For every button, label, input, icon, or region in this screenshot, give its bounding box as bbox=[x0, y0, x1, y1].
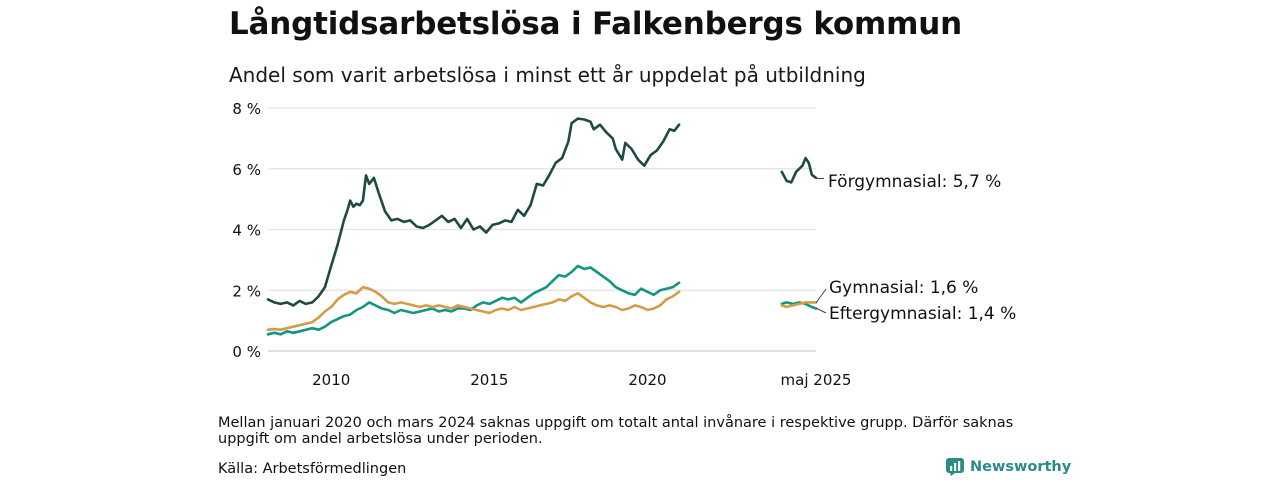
y-axis-ticks: 0 % 2 % 4 % 6 % 8 % bbox=[232, 100, 261, 361]
y-tick-label: 6 % bbox=[232, 161, 261, 179]
y-tick-label: 8 % bbox=[232, 100, 261, 118]
series-line-gymnasial bbox=[780, 301, 818, 310]
x-tick-label: 2010 bbox=[312, 371, 350, 389]
series-line-förgymnasial bbox=[780, 156, 818, 184]
x-axis-ticks: 2010 2015 2020 maj 2025 bbox=[312, 371, 851, 389]
chart-subtitle: Andel som varit arbetslösa i minst ett å… bbox=[229, 63, 866, 87]
series-line-eftergymnasial bbox=[266, 285, 681, 331]
brand-name: Newsworthy bbox=[970, 459, 1072, 475]
series-lines bbox=[266, 117, 818, 336]
series-end-label-eftergymnasial: Eftergymnasial: 1,4 % bbox=[829, 304, 1016, 324]
x-tick-label: maj 2025 bbox=[781, 371, 852, 389]
x-tick-label: 2015 bbox=[470, 371, 508, 389]
label-leader-line bbox=[815, 288, 827, 304]
series-line-eftergymnasial bbox=[780, 301, 818, 309]
y-tick-label: 2 % bbox=[232, 282, 261, 300]
gridlines bbox=[268, 107, 816, 352]
series-line-gymnasial bbox=[266, 264, 681, 336]
footnote: Mellan januari 2020 och mars 2024 saknas… bbox=[218, 415, 1014, 447]
y-tick-label: 0 % bbox=[232, 343, 261, 361]
series-end-label-förgymnasial: Förgymnasial: 5,7 % bbox=[828, 172, 1001, 192]
x-tick-label: 2020 bbox=[628, 371, 666, 389]
series-end-label-gymnasial: Gymnasial: 1,6 % bbox=[829, 278, 978, 298]
series-line-förgymnasial bbox=[266, 117, 681, 307]
bar-chart-icon bbox=[946, 458, 964, 476]
label-leader-line bbox=[815, 307, 827, 314]
y-tick-label: 4 % bbox=[232, 222, 261, 240]
source-note: Källa: Arbetsförmedlingen bbox=[218, 461, 407, 477]
series-end-labels: Förgymnasial: 5,7 % Gymnasial: 1,6 % Efter… bbox=[815, 172, 1016, 324]
brand-logo[interactable]: Newsworthy bbox=[946, 458, 1071, 476]
chart-title: Långtidsarbetslösa i Falkenbergs kommun bbox=[229, 6, 962, 42]
